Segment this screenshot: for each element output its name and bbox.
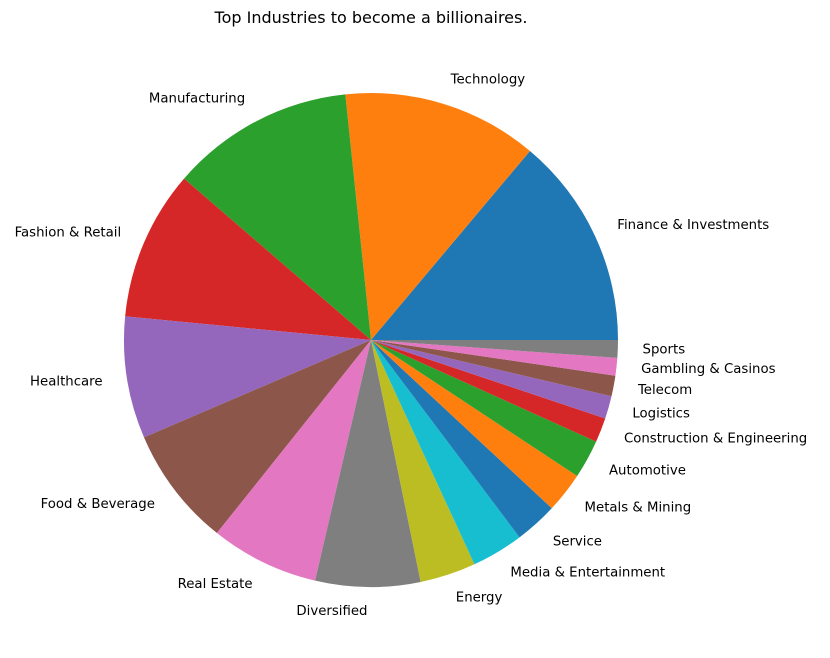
pie-slice-telecom: [371, 340, 616, 397]
pie-slice-energy: [371, 340, 475, 582]
slice-label-fashion-and-retail: Fashion & Retail: [15, 226, 122, 241]
chart-title: Top Industries to become a billionaires.: [214, 8, 528, 27]
slice-label-automotive: Automotive: [609, 464, 686, 479]
pie-slice-gambling-and-casinos: [371, 340, 618, 376]
slice-label-construction-and-engineering: Construction & Engineering: [624, 432, 807, 447]
slice-label-real-estate: Real Estate: [178, 577, 253, 592]
pie-slice-construction-and-engineering: [371, 340, 606, 442]
slice-label-telecom: Telecom: [637, 383, 692, 398]
slice-label-service: Service: [553, 534, 602, 549]
pie-slice-healthcare: [124, 316, 371, 438]
slice-label-finance-and-investments: Finance & Investments: [617, 218, 769, 233]
pie-slice-logistics: [371, 340, 612, 419]
pie-labels: Finance & Investments Technology Manufactu…: [15, 73, 808, 619]
slice-label-diversified: Diversified: [296, 604, 367, 619]
slice-label-healthcare: Healthcare: [30, 374, 102, 389]
pie-slice-media-and-entertainment: [371, 340, 520, 565]
pie-slice-finance-and-investments: [371, 150, 618, 340]
slice-label-technology: Technology: [450, 73, 526, 88]
pie-slice-diversified: [315, 340, 421, 587]
pie-slice-technology: [345, 93, 530, 340]
slice-label-metals-and-mining: Metals & Mining: [585, 500, 692, 515]
pie-slice-manufacturing: [184, 94, 371, 340]
pie-slice-service: [371, 340, 552, 538]
pie-slice-metals-and-mining: [371, 340, 578, 509]
slice-label-logistics: Logistics: [632, 407, 690, 422]
slice-label-energy: Energy: [456, 591, 503, 606]
pie-slice-sports: [371, 340, 618, 358]
pie-slice-food-and-beverage: [144, 340, 371, 534]
pie-slice-real-estate: [216, 340, 371, 581]
pie-slice-automotive: [371, 340, 597, 477]
slice-label-media-and-entertainment: Media & Entertainment: [510, 566, 665, 581]
slice-label-food-and-beverage: Food & Beverage: [41, 497, 155, 512]
slice-label-gambling-and-casinos: Gambling & Casinos: [641, 362, 776, 377]
pie-slices: [124, 93, 618, 587]
pie-slice-fashion-and-retail: [125, 178, 372, 340]
slice-label-manufacturing: Manufacturing: [149, 92, 245, 107]
slice-label-sports: Sports: [643, 342, 686, 357]
